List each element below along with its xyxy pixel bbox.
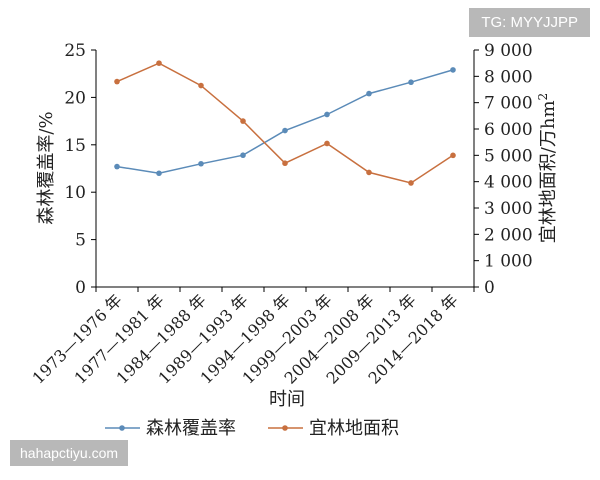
right-tick-label: 6 000 — [484, 120, 533, 140]
data-point — [114, 163, 120, 170]
legend-label-forest: 森林覆盖率 — [146, 418, 236, 439]
series-forest-coverage — [114, 67, 456, 177]
data-point — [156, 60, 162, 66]
data-point — [198, 160, 204, 167]
legend-label-land: 宜林地面积 — [309, 418, 399, 439]
data-point — [324, 140, 330, 147]
right-tick-label: 0 — [484, 278, 495, 298]
left-axis-ticks: 0 5 10 15 20 25 — [64, 41, 96, 298]
series-layer — [114, 60, 456, 186]
axes — [95, 50, 475, 288]
legend-marker-forest — [119, 425, 125, 431]
data-point — [198, 82, 204, 89]
data-point — [408, 79, 414, 86]
right-axis-title: 宜林地面积/万hm2 — [536, 93, 559, 243]
series-line — [116, 69, 454, 174]
data-point — [366, 169, 372, 176]
left-tick-label: 5 — [75, 231, 86, 251]
data-point — [450, 67, 456, 73]
right-tick-label: 1 000 — [484, 252, 533, 272]
watermark-bottom: hahapctiyu.com — [10, 440, 129, 466]
left-axis-title: 森林覆盖率/% — [36, 111, 57, 224]
series-suitable-land — [114, 60, 456, 186]
right-tick-label: 2 000 — [484, 225, 533, 245]
left-tick-label: 10 — [64, 183, 86, 203]
right-tick-label: 7 000 — [484, 94, 533, 114]
data-point — [366, 90, 372, 97]
data-point — [450, 152, 456, 159]
data-point — [324, 111, 330, 118]
right-tick-label: 9 000 — [484, 41, 533, 61]
right-tick-label: 8 000 — [484, 67, 533, 87]
watermark-top: TG: MYYJJPP — [469, 8, 590, 37]
right-axis-ticks: 0 1 000 2 000 3 000 4 000 5 000 6 000 7 000 8 00… — [474, 41, 533, 298]
data-point — [282, 127, 288, 134]
data-point — [240, 152, 246, 159]
left-tick-label: 0 — [75, 278, 86, 298]
left-tick-label: 25 — [64, 41, 86, 61]
x-axis-title: 时间 — [269, 389, 305, 410]
data-point — [240, 118, 246, 124]
right-tick-label: 5 000 — [484, 146, 533, 166]
data-point — [114, 78, 120, 85]
legend: 森林覆盖率 宜林地面积 — [105, 418, 399, 439]
right-tick-label: 4 000 — [484, 173, 533, 193]
data-point — [156, 170, 162, 177]
data-point — [282, 160, 288, 167]
data-point — [408, 180, 414, 186]
left-tick-label: 15 — [64, 136, 86, 156]
right-tick-label: 3 000 — [484, 199, 533, 219]
left-tick-label: 20 — [64, 88, 86, 108]
legend-marker-land — [282, 425, 288, 431]
